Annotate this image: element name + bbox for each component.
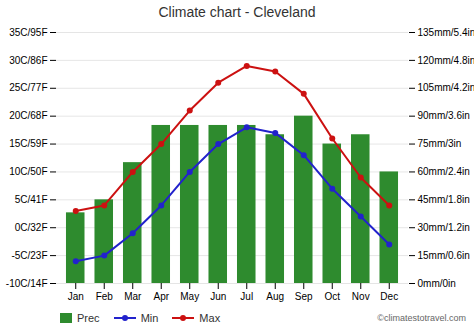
- html-text:Max: Max: [199, 312, 221, 324]
- html-text:Min: Min: [140, 312, 159, 324]
- svg-text:20C/68F: 20C/68F: [9, 110, 47, 121]
- svg-text:15mm/0.6in: 15mm/0.6in: [418, 250, 470, 261]
- svg-text:Mar: Mar: [124, 291, 142, 302]
- svg-text:Oct: Oct: [324, 291, 340, 302]
- svg-text:-5C/23F: -5C/23F: [11, 250, 47, 261]
- html-text:Climate chart - Cleveland: Climate chart - Cleveland: [158, 4, 316, 20]
- svg-text:30mm/1.2in: 30mm/1.2in: [418, 222, 470, 233]
- svg-text:0C/32F: 0C/32F: [15, 222, 48, 233]
- svg-text:Sep: Sep: [295, 291, 313, 302]
- svg-text:-10C/14F: -10C/14F: [6, 278, 48, 289]
- svg-text:45mm/1.8in: 45mm/1.8in: [418, 194, 470, 205]
- svg-text:May: May: [180, 291, 199, 302]
- svg-text:Dec: Dec: [380, 291, 398, 302]
- html-text:©climatestotravel.com: ©climatestotravel.com: [377, 313, 466, 323]
- svg-text:75mm/3in: 75mm/3in: [418, 138, 462, 149]
- svg-text:Nov: Nov: [352, 291, 370, 302]
- svg-text:90mm/3.6in: 90mm/3.6in: [418, 110, 470, 121]
- svg-text:Apr: Apr: [153, 291, 169, 302]
- svg-text:10C/50F: 10C/50F: [9, 166, 47, 177]
- svg-text:105mm/4.2in: 105mm/4.2in: [418, 82, 474, 93]
- svg-text:Jul: Jul: [240, 291, 253, 302]
- svg-text:Jun: Jun: [210, 291, 226, 302]
- html-text:Prec: Prec: [77, 312, 100, 324]
- svg-text:25C/77F: 25C/77F: [9, 82, 47, 93]
- svg-text:Jan: Jan: [68, 291, 84, 302]
- svg-text:60mm/2.4in: 60mm/2.4in: [418, 166, 470, 177]
- svg-text:5C/41F: 5C/41F: [15, 194, 48, 205]
- svg-text:Feb: Feb: [96, 291, 114, 302]
- svg-text:135mm/5.4in: 135mm/5.4in: [418, 27, 474, 38]
- svg-text:15C/59F: 15C/59F: [9, 138, 47, 149]
- svg-text:120mm/4.8in: 120mm/4.8in: [418, 55, 474, 66]
- svg-text:30C/86F: 30C/86F: [9, 55, 47, 66]
- svg-text:Aug: Aug: [266, 291, 284, 302]
- svg-text:35C/95F: 35C/95F: [9, 27, 47, 38]
- svg-text:0mm/0in: 0mm/0in: [418, 278, 456, 289]
